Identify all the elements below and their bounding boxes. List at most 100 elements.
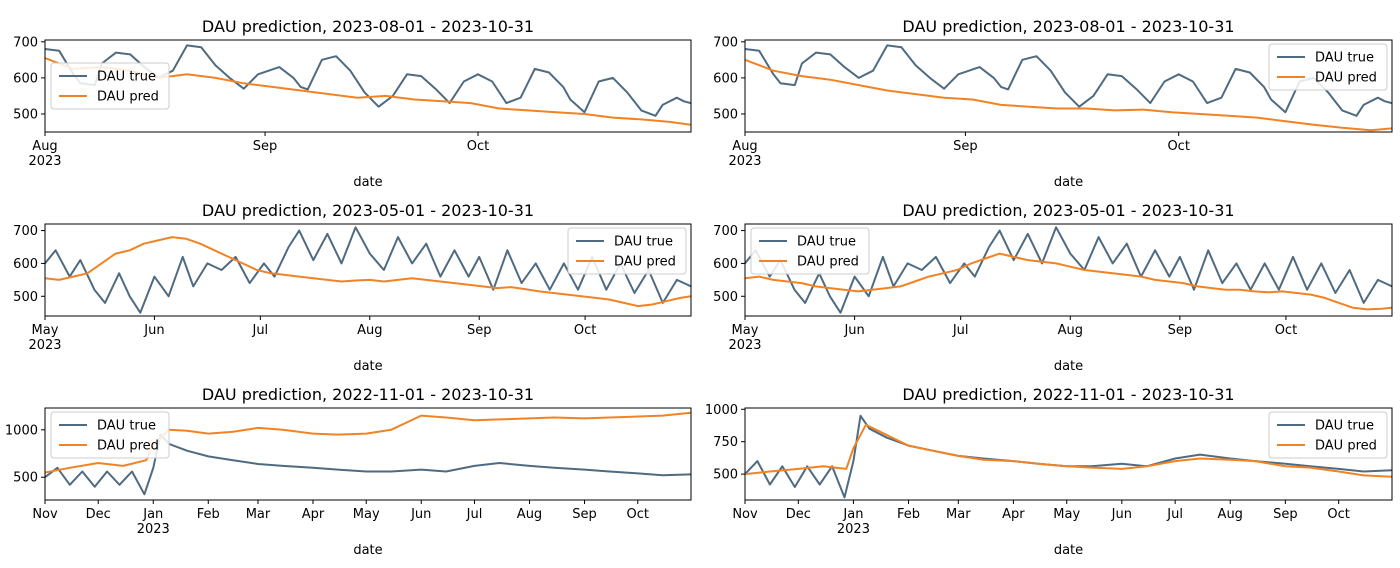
x-tick-label: May (732, 323, 759, 338)
legend-label: DAU true (797, 235, 856, 250)
axes-frame (744, 39, 1393, 133)
axes-frame (44, 407, 692, 501)
x-tick-label: Sep (572, 507, 597, 522)
legend-label: DAU pred (97, 439, 159, 454)
x-tick-label: Oct (574, 323, 596, 338)
y-tick-label: 500 (713, 290, 738, 305)
x-tick-label: Oct (467, 139, 489, 154)
legend: DAU true DAU pred (567, 227, 687, 275)
x-tick-label: Aug (732, 139, 757, 154)
x-axis-label: date (1054, 543, 1083, 558)
x-tick-label: Oct (627, 507, 649, 522)
y-tick-label: 700 (713, 35, 738, 50)
x-tick-label: Oct (1275, 323, 1297, 338)
chart-title: DAU prediction, 2023-08-01 - 2023-10-31 (902, 17, 1234, 36)
x-tick-label: Mar (946, 507, 971, 522)
legend-label: DAU true (614, 235, 673, 250)
x-tick-label: Sep (1273, 507, 1298, 522)
x-axis-label: date (353, 175, 382, 190)
y-tick-label: 600 (713, 257, 738, 272)
x-tick-label: Feb (197, 507, 220, 522)
series-line (45, 236, 691, 308)
legend-label: DAU pred (797, 255, 859, 270)
chart-panel: DAU prediction, 2023-08-01 - 2023-10-31 5… (13, 17, 692, 190)
y-tick-label: 1000 (5, 423, 38, 438)
chart-title: DAU prediction, 2023-05-01 - 2023-10-31 (202, 201, 534, 220)
legend-label: DAU pred (1315, 439, 1377, 454)
x-tick-label: Jan (842, 507, 863, 522)
x-axis-label: date (353, 543, 382, 558)
x-tick-label: Jul (952, 323, 969, 338)
y-tick-label: 700 (13, 35, 38, 50)
series-line (745, 58, 1392, 132)
series-line (745, 423, 1392, 478)
x-tick-label: Jun (843, 323, 864, 338)
legend-label: DAU pred (1315, 71, 1377, 86)
x-tick-sublabel: 2023 (28, 154, 61, 169)
y-tick-label: 500 (13, 471, 38, 486)
legend-label: DAU true (97, 70, 156, 85)
y-tick-label: 600 (713, 71, 738, 86)
y-tick-label: 1000 (705, 403, 738, 418)
x-tick-label: Dec (786, 507, 811, 522)
legend-label: DAU pred (97, 90, 159, 105)
legend-box (50, 411, 170, 459)
legend-label: DAU true (1315, 51, 1374, 66)
chart-panel: DAU prediction, 2022-11-01 - 2023-10-31 5… (5, 385, 692, 558)
x-tick-label: May (353, 507, 380, 522)
axes-frame (744, 223, 1393, 317)
y-tick-label: 500 (13, 107, 38, 122)
x-axis-label: date (1054, 175, 1083, 190)
legend-label: DAU pred (614, 255, 676, 270)
legend: DAU true DAU pred (1268, 43, 1388, 91)
chart-panel: DAU prediction, 2023-08-01 - 2023-10-31 5… (713, 17, 1393, 190)
chart-title: DAU prediction, 2023-05-01 - 2023-10-31 (902, 201, 1234, 220)
y-tick-label: 600 (13, 71, 38, 86)
x-axis-label: date (353, 359, 382, 374)
x-axis-label: date (1054, 359, 1083, 374)
x-tick-label: Aug (357, 323, 382, 338)
series-line (45, 433, 691, 496)
x-tick-label: Nov (732, 507, 758, 522)
chart-title: DAU prediction, 2022-11-01 - 2023-10-31 (902, 385, 1234, 404)
x-tick-sublabel: 2023 (728, 338, 761, 353)
y-tick-label: 500 (713, 107, 738, 122)
x-tick-label: Jul (251, 323, 268, 338)
chart-panel: DAU prediction, 2023-05-01 - 2023-10-31 5… (13, 201, 692, 374)
x-tick-label: Jan (142, 507, 163, 522)
x-tick-label: Oct (1167, 139, 1189, 154)
x-tick-label: Sep (467, 323, 492, 338)
x-tick-label: Jun (410, 507, 431, 522)
x-tick-label: May (1053, 507, 1080, 522)
x-tick-label: Nov (32, 507, 58, 522)
legend: DAU true DAU pred (50, 62, 170, 110)
series-line (745, 252, 1392, 311)
x-tick-label: Jul (1166, 507, 1183, 522)
x-tick-label: Aug (517, 507, 542, 522)
chart-title: DAU prediction, 2022-11-01 - 2023-10-31 (202, 385, 534, 404)
x-tick-label: May (32, 323, 59, 338)
chart-title: DAU prediction, 2023-08-01 - 2023-10-31 (202, 17, 534, 36)
series-line (45, 226, 691, 314)
x-tick-sublabel: 2023 (137, 522, 170, 537)
x-tick-label: Sep (953, 139, 978, 154)
y-tick-label: 500 (713, 468, 738, 483)
axes-frame (44, 39, 692, 133)
y-tick-label: 750 (713, 435, 738, 450)
x-tick-label: Jul (466, 507, 483, 522)
legend-box (1268, 43, 1388, 91)
legend-label: DAU true (1315, 419, 1374, 434)
x-tick-label: Oct (1327, 507, 1349, 522)
x-tick-label: Apr (302, 507, 325, 522)
x-tick-label: Dec (86, 507, 111, 522)
legend-box (567, 227, 687, 275)
y-tick-label: 700 (13, 224, 38, 239)
legend-box (750, 227, 870, 275)
x-tick-label: Apr (1002, 507, 1025, 522)
x-tick-label: Feb (897, 507, 920, 522)
y-tick-label: 600 (13, 257, 38, 272)
x-tick-label: Jun (143, 323, 164, 338)
chart-panel: DAU prediction, 2022-11-01 - 2023-10-31 5… (705, 385, 1393, 558)
x-tick-label: Aug (1218, 507, 1243, 522)
